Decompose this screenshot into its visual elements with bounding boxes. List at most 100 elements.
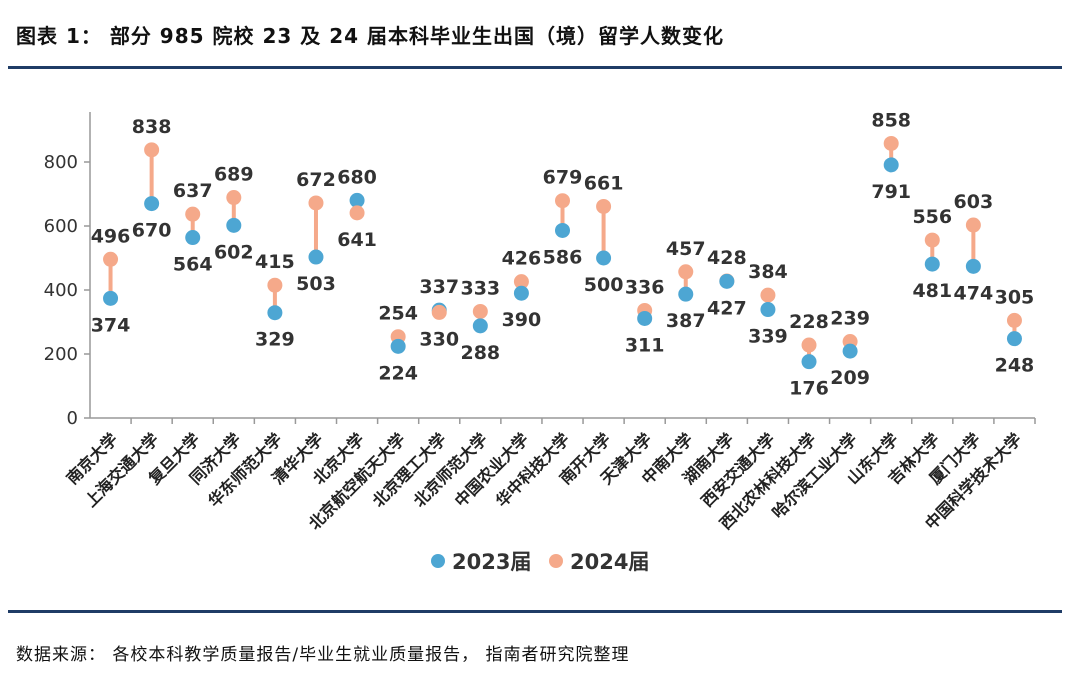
value-label-high: 838 — [132, 116, 172, 138]
value-label-low: 586 — [543, 246, 583, 268]
point-2024 — [144, 142, 160, 158]
point-2024 — [349, 205, 365, 221]
y-tick-label: 200 — [44, 344, 78, 365]
point-2023 — [596, 250, 612, 266]
point-2023 — [472, 318, 488, 334]
point-2024 — [924, 232, 940, 248]
value-label-low: 390 — [502, 309, 542, 331]
y-tick-label: 800 — [44, 152, 78, 173]
point-2024 — [760, 287, 776, 303]
value-label-high: 496 — [91, 225, 131, 247]
value-label-high: 428 — [707, 247, 747, 269]
value-label-low: 670 — [132, 220, 172, 242]
point-2024 — [513, 274, 529, 290]
value-label-low: 209 — [830, 367, 870, 389]
point-2024 — [308, 195, 324, 211]
point-2023 — [308, 249, 324, 265]
point-2023 — [637, 310, 653, 326]
figure-title: 图表 1： 部分 985 院校 23 及 24 届本科毕业生出国（境）留学人数变… — [16, 24, 725, 48]
value-label-low: 481 — [912, 280, 952, 302]
legend-label-2023: 2023届 — [452, 550, 531, 574]
point-2024 — [678, 264, 694, 280]
value-label-high: 333 — [460, 277, 500, 299]
point-2024 — [472, 303, 488, 319]
value-label-high: 337 — [419, 276, 459, 298]
point-2023 — [883, 157, 899, 173]
value-label-high: 689 — [214, 164, 254, 186]
point-2024 — [555, 193, 570, 209]
point-2023 — [1006, 331, 1022, 347]
value-label-low: 330 — [419, 328, 459, 350]
value-label-high: 680 — [337, 166, 377, 188]
value-label-high: 254 — [378, 303, 418, 325]
value-label-low: 311 — [625, 334, 665, 356]
value-label-low: 248 — [995, 355, 1035, 377]
value-label-high: 457 — [666, 238, 706, 260]
value-label-high: 637 — [173, 180, 213, 202]
point-2023 — [267, 305, 283, 321]
source-note: 数据来源： 各校本科教学质量报告/毕业生就业质量报告， 指南者研究院整理 — [16, 645, 630, 665]
point-2023 — [801, 354, 817, 370]
point-2024 — [883, 135, 899, 151]
y-tick-label: 0 — [67, 408, 78, 429]
legend-marker-2024 — [549, 554, 563, 568]
value-label-high: 672 — [296, 169, 336, 191]
value-label-high: 679 — [543, 167, 583, 189]
value-label-high: 426 — [502, 248, 542, 270]
point-2024 — [267, 277, 283, 293]
point-2023 — [226, 217, 242, 233]
value-label-low: 474 — [954, 282, 994, 304]
value-label-high: 603 — [954, 191, 994, 213]
point-2024 — [596, 198, 612, 214]
value-label-low: 602 — [214, 241, 254, 263]
value-label-low: 387 — [666, 310, 706, 332]
value-label-low: 503 — [296, 273, 336, 295]
point-2023 — [185, 230, 201, 246]
value-label-low: 641 — [337, 229, 377, 251]
value-label-high: 228 — [789, 311, 829, 333]
value-label-low: 224 — [378, 362, 418, 384]
value-label-low: 564 — [173, 254, 213, 276]
value-label-high: 556 — [912, 206, 952, 228]
legend-marker-2023 — [431, 554, 445, 568]
points — [103, 135, 1022, 370]
value-label-low: 427 — [707, 297, 747, 319]
point-2023 — [349, 192, 365, 208]
value-label-high: 239 — [830, 308, 870, 330]
top-rule — [8, 66, 1062, 69]
point-2023 — [678, 286, 694, 302]
point-2023 — [390, 338, 406, 354]
value-label-high: 661 — [584, 172, 624, 194]
point-2023 — [555, 222, 570, 238]
value-label-high: 305 — [995, 286, 1035, 308]
point-2024 — [185, 206, 201, 222]
point-2023 — [842, 343, 858, 359]
axes: 0 200 400 600 800 — [44, 112, 1036, 429]
point-2024 — [226, 190, 242, 206]
value-label-low: 176 — [789, 378, 829, 400]
point-2024 — [431, 304, 447, 320]
point-2024 — [965, 217, 981, 233]
value-label-low: 374 — [91, 314, 131, 336]
category-labels: 南京大学上海交通大学复旦大学同济大学华东师范大学清华大学北京大学北京航空航天大学… — [63, 429, 1026, 533]
value-label-high: 858 — [871, 109, 911, 131]
point-2024 — [801, 337, 817, 353]
point-2023 — [103, 290, 119, 306]
legend: 2023届 2024届 — [431, 550, 649, 574]
value-label-high: 384 — [748, 261, 788, 283]
legend-label-2024: 2024届 — [570, 550, 649, 574]
value-label-low: 288 — [460, 342, 500, 364]
point-2023 — [924, 256, 940, 272]
point-2023 — [144, 196, 160, 212]
value-label-low: 500 — [584, 274, 624, 296]
point-2023 — [719, 273, 735, 289]
point-2023 — [513, 285, 529, 301]
point-2023 — [965, 258, 981, 274]
y-tick-label: 600 — [44, 216, 78, 237]
y-tick-label: 400 — [44, 280, 78, 301]
value-label-low: 329 — [255, 329, 295, 351]
value-label-low: 791 — [871, 181, 911, 203]
bottom-rule — [8, 610, 1062, 613]
